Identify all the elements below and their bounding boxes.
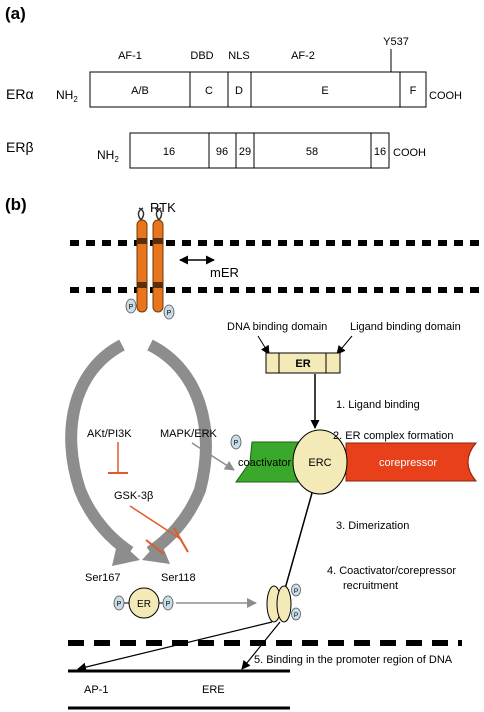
af2-label: AF-2 bbox=[291, 50, 315, 62]
svg-text:P: P bbox=[234, 440, 239, 447]
svg-text:P: P bbox=[129, 304, 134, 311]
er-beta-nh2: NH2 bbox=[97, 148, 119, 164]
er-alpha-name: ERα bbox=[6, 86, 34, 102]
er-beta-cooh: COOH bbox=[393, 147, 426, 159]
step-4-line-1: 4. Coactivator/corepressor bbox=[327, 565, 456, 577]
dna-binding-domain-label: DNA binding domain bbox=[227, 321, 327, 333]
ser118-label: Ser118 bbox=[161, 572, 196, 584]
er-beta-homology-c: 96 bbox=[216, 146, 228, 158]
er-circle-label: ER bbox=[137, 599, 151, 610]
dbd-label: DBD bbox=[190, 50, 213, 62]
er-beta-homology-e: 58 bbox=[306, 146, 318, 158]
er-beta-homology-ab: 16 bbox=[163, 146, 175, 158]
rtk-receptor bbox=[137, 208, 163, 312]
svg-text:P: P bbox=[294, 588, 298, 595]
phospho-dimer-bottom: P bbox=[292, 608, 301, 620]
dna-binding-pointer bbox=[258, 336, 269, 354]
dimerization-arrow bbox=[283, 493, 312, 596]
er-alpha-nh2: NH2 bbox=[56, 88, 78, 104]
mapk-erk-label: MAPK/ERK bbox=[160, 428, 218, 440]
svg-text:P: P bbox=[117, 601, 122, 608]
svg-text:P: P bbox=[294, 612, 298, 619]
gsk3b-label: GSK-3β bbox=[114, 490, 153, 502]
ligand-binding-pointer bbox=[337, 336, 352, 354]
svg-text:P: P bbox=[167, 310, 172, 317]
er-alpha-domain-d: D bbox=[235, 85, 243, 97]
er-alpha-domain-c: C bbox=[205, 85, 213, 97]
er-alpha-cooh: COOH bbox=[429, 90, 462, 102]
ap1-label: AP-1 bbox=[84, 684, 108, 696]
af1-label: AF-1 bbox=[118, 50, 142, 62]
ser167-label: Ser167 bbox=[85, 572, 120, 584]
panel-a-label: (a) bbox=[5, 4, 26, 23]
panel-b-label: (b) bbox=[5, 195, 27, 214]
akt-pi3k-label: AKt/PI3K bbox=[87, 428, 132, 440]
step-3: 3. Dimerization bbox=[336, 520, 409, 532]
er-box-label: ER bbox=[295, 358, 310, 370]
svg-text:P: P bbox=[166, 601, 171, 608]
nls-label: NLS bbox=[228, 50, 249, 62]
gray-curved-arrow-left bbox=[71, 345, 130, 552]
step-2: 2. ER complex formation bbox=[333, 430, 453, 442]
mapk-arrow bbox=[192, 443, 234, 470]
phospho-ser118: P bbox=[163, 596, 173, 610]
rtk-label: RTK bbox=[150, 200, 176, 215]
phospho-coactivator: P bbox=[231, 435, 241, 449]
step-1: 1. Ligand binding bbox=[336, 399, 420, 411]
coactivator-label: coactivator bbox=[238, 457, 292, 469]
ere-label: ERE bbox=[202, 684, 225, 696]
phospho-rtk-right: P bbox=[164, 305, 174, 319]
er-alpha-domain-ab: A/B bbox=[131, 85, 149, 97]
mer-label: mER bbox=[210, 265, 239, 280]
phospho-ser167: P bbox=[114, 596, 124, 610]
corepressor-label: corepressor bbox=[379, 457, 437, 469]
y537-label: Y537 bbox=[383, 36, 409, 48]
ligand-binding-domain-label: Ligand binding domain bbox=[350, 321, 461, 333]
step-4-line-2: recruitment bbox=[343, 580, 398, 592]
step-5: 5. Binding in the promoter region of DNA bbox=[254, 654, 453, 666]
er-beta-homology-f: 16 bbox=[374, 146, 386, 158]
er-dimer bbox=[267, 586, 291, 622]
er-alpha-domain-e: E bbox=[321, 85, 328, 97]
phospho-rtk-left: P bbox=[126, 299, 136, 313]
er-beta-name: ERβ bbox=[6, 139, 34, 155]
er-beta-homology-d: 29 bbox=[239, 146, 251, 158]
phospho-dimer-top: P bbox=[292, 584, 301, 596]
er-alpha-domain-f: F bbox=[410, 85, 417, 97]
gray-curved-arrow-right bbox=[150, 345, 206, 552]
erc-label: ERC bbox=[308, 457, 331, 469]
